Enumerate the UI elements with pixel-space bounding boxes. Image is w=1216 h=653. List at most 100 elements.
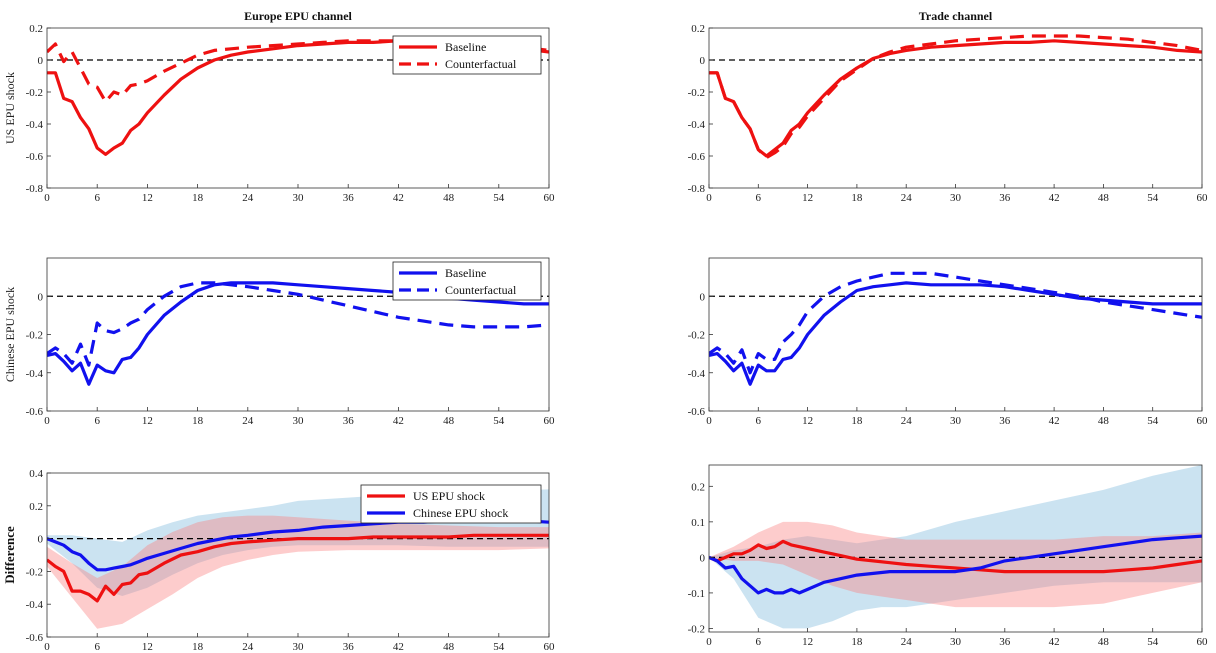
series-line-baseline: [709, 281, 1202, 386]
series-line-counterfactual: [709, 271, 1202, 375]
y-tick-label: -0.6: [688, 151, 706, 163]
panel-title: Europe EPU channel: [244, 9, 352, 23]
x-tick-label: 12: [802, 636, 813, 648]
x-tick-label: 24: [242, 415, 254, 427]
chart-panel-p22: 0 6 12 18 24 30 36 42 48 54 60 -0.6 -0.4 -0.2 0: [688, 257, 1209, 427]
x-tick-label: 54: [493, 192, 505, 204]
x-tick-label: 30: [950, 192, 962, 204]
y-tick-label: -0.2: [688, 87, 705, 99]
chart-panel-p31: 0 6 12 18 24 30 36 42 48 54 60 -0.6 -0.4 -0.2 0 0.2 0.4 D…: [2, 468, 555, 653]
y-tick-label: 0: [700, 291, 706, 303]
x-tick-label: 42: [1049, 415, 1060, 427]
x-tick-label: 42: [393, 641, 404, 653]
x-tick-label: 18: [192, 641, 204, 653]
series-line-us-epu-shock: [709, 539, 1202, 574]
y-tick-label: -0.2: [26, 566, 43, 578]
x-tick-label: 48: [1098, 415, 1110, 427]
x-tick-label: 24: [242, 192, 254, 204]
y-tick-label: -0.4: [688, 368, 706, 380]
series-line-chinese-epu-shock: [709, 534, 1202, 595]
confidence-band-0: [709, 465, 1202, 629]
x-tick-label: 0: [706, 415, 712, 427]
x-tick-label: 54: [493, 415, 505, 427]
legend-label: Baseline: [445, 40, 486, 54]
legend-box: [392, 35, 542, 75]
chart-panel-p21: 0 6 12 18 24 30 36 42 48 54 60 -0.6 -0.4 -0.2 0 Chinese…: [3, 257, 556, 427]
x-tick-label: 12: [142, 192, 153, 204]
x-tick-label: 30: [293, 641, 305, 653]
y-tick-label: 0.2: [691, 23, 705, 35]
x-tick-label: 54: [493, 641, 505, 653]
x-tick-label: 30: [293, 415, 305, 427]
y-axis-label: US EPU shock: [3, 72, 17, 144]
y-tick-label: -0.2: [688, 330, 705, 342]
x-tick-label: 18: [851, 636, 863, 648]
plot-area: [709, 28, 1202, 188]
confidence-band-1: [709, 521, 1202, 608]
legend-box: [360, 484, 542, 524]
x-tick-label: 24: [901, 415, 913, 427]
x-tick-label: 6: [756, 192, 762, 204]
x-tick-label: 18: [192, 415, 204, 427]
x-tick-label: 60: [544, 192, 556, 204]
x-tick-label: 12: [142, 415, 153, 427]
y-tick-label: 0: [700, 55, 706, 67]
x-tick-label: 6: [756, 415, 762, 427]
y-tick-label: -0.4: [26, 368, 44, 380]
y-tick-label: -0.8: [26, 183, 44, 195]
y-axis-label: Chinese EPU shock: [3, 287, 17, 382]
plot-area: [709, 465, 1202, 632]
x-tick-label: 54: [1147, 636, 1159, 648]
x-tick-label: 42: [393, 192, 404, 204]
x-tick-label: 54: [1147, 192, 1159, 204]
x-tick-label: 0: [44, 192, 50, 204]
y-tick-label: -0.6: [26, 632, 44, 644]
y-tick-label: 0.1: [691, 517, 705, 529]
legend-label: Counterfactual: [445, 57, 517, 71]
x-tick-label: 24: [901, 636, 913, 648]
y-tick-label: 0.2: [29, 23, 43, 35]
y-tick-label: -0.8: [688, 183, 706, 195]
y-tick-label: -0.4: [26, 119, 44, 131]
chart-panel-p32: 0 6 12 18 24 30 36 42 48 54 60 -0.2 -0.1 0 0.1 0.2: [688, 464, 1208, 648]
x-tick-label: 6: [756, 636, 762, 648]
x-tick-label: 42: [393, 415, 404, 427]
x-tick-label: 12: [142, 641, 153, 653]
x-tick-label: 60: [1197, 415, 1209, 427]
confidence-band-1: [47, 515, 549, 629]
x-tick-label: 48: [443, 415, 455, 427]
x-tick-label: 60: [544, 415, 556, 427]
y-tick-label: 0.2: [691, 481, 705, 493]
x-tick-label: 30: [950, 415, 962, 427]
series-line-us-epu-shock: [47, 533, 549, 603]
x-tick-label: 36: [999, 192, 1011, 204]
x-tick-label: 60: [544, 641, 556, 653]
legend-label: Chinese EPU shock: [413, 506, 508, 520]
chart-panel-p11: 0 6 12 18 24 30 36 42 48 54 60 -0.8 -0.6 -0.4 -0.2 0 0.2…: [3, 9, 555, 204]
legend: Baseline Counterfactual: [392, 35, 542, 75]
x-tick-label: 30: [950, 636, 962, 648]
y-tick-label: 0.4: [29, 468, 43, 480]
panel-title: Trade channel: [919, 9, 993, 23]
x-tick-label: 42: [1049, 636, 1060, 648]
x-tick-label: 30: [293, 192, 305, 204]
x-tick-label: 60: [1197, 192, 1209, 204]
legend: US EPU shock Chinese EPU shock: [360, 484, 542, 524]
x-tick-label: 6: [94, 415, 100, 427]
legend-label: US EPU shock: [413, 489, 485, 503]
y-tick-label: 0.2: [29, 501, 43, 513]
x-tick-label: 6: [94, 641, 100, 653]
x-tick-label: 0: [44, 415, 50, 427]
x-tick-label: 36: [343, 192, 355, 204]
x-tick-label: 24: [901, 192, 913, 204]
y-tick-label: -0.6: [688, 406, 706, 418]
y-tick-label: -0.6: [26, 151, 44, 163]
x-tick-label: 18: [851, 192, 863, 204]
x-tick-label: 48: [443, 192, 455, 204]
chart-panel-p12: 0 6 12 18 24 30 36 42 48 54 60 -0.8 -0.6 -0.4 -0.2 0 0.2…: [688, 9, 1208, 204]
y-tick-label: 0: [38, 55, 44, 67]
series-line-counterfactual: [47, 281, 549, 367]
x-tick-label: 42: [1049, 192, 1060, 204]
y-tick-label: -0.2: [26, 330, 43, 342]
